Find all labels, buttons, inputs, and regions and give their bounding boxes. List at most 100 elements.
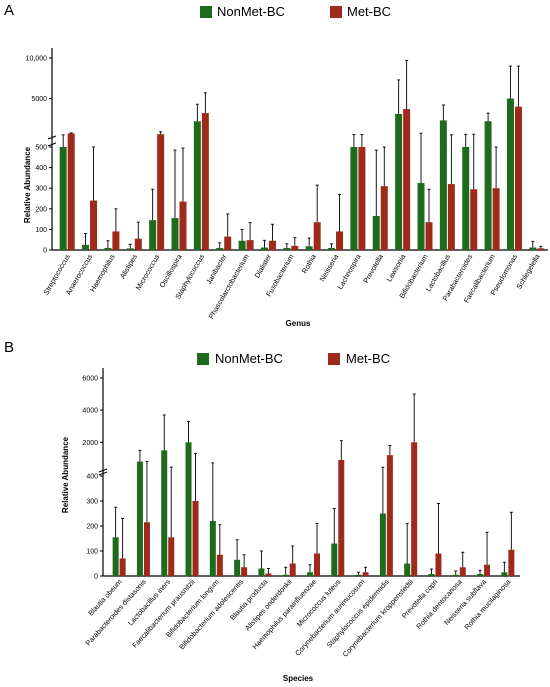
genus-axis-break-mark <box>47 135 57 140</box>
genus-bar-nonmet <box>193 121 201 250</box>
species-y-tick-label: 0 <box>94 574 98 581</box>
genus-bar-met <box>291 245 299 250</box>
genus-bar-nonmet <box>328 247 336 250</box>
species-bar-met <box>216 554 223 576</box>
panel-a-ylabel: Relative Abundance <box>23 146 32 223</box>
species-bar-nonmet <box>185 442 192 576</box>
genus-bar-nonmet <box>439 120 447 251</box>
species-bar-nonmet <box>331 543 338 576</box>
genus-bar-met <box>67 133 75 250</box>
species-bar-nonmet <box>428 574 435 576</box>
genus-bar-nonmet <box>484 121 492 250</box>
genus-y-tick-label: 200 <box>35 206 47 213</box>
species-bar-met <box>241 567 248 576</box>
species-bar-nonmet <box>136 461 143 576</box>
genus-bar-chart: 0100200300400500500010,000StreptococcusA… <box>26 48 548 320</box>
genus-bar-nonmet <box>149 220 157 250</box>
species-bar-nonmet <box>379 513 386 576</box>
genus-bar-nonmet <box>216 247 224 250</box>
panel-b-ylabel: Relative Abundance <box>61 436 70 513</box>
genus-bar-nonmet <box>395 113 403 250</box>
legend-b-nonmet-label: NonMet-BC <box>215 351 283 366</box>
species-bar-met <box>386 455 393 576</box>
species-bar-nonmet <box>307 572 313 576</box>
species-bar-nonmet <box>477 574 484 576</box>
genus-bar-met <box>492 188 500 250</box>
genus-bar-met <box>246 240 254 250</box>
species-bar-nonmet <box>112 537 119 576</box>
genus-y-tick-label: 10,000 <box>26 56 48 63</box>
genus-bar-nonmet <box>417 183 425 250</box>
species-y-tick-label: 100 <box>86 549 98 556</box>
genus-bar-nonmet <box>82 244 90 250</box>
legend-b-met-swatch <box>328 353 340 365</box>
species-y-tick-label: 6000 <box>82 376 98 383</box>
genus-bar-met <box>447 184 455 250</box>
genus-category-label: Phascolarctobacterium <box>206 252 250 320</box>
genus-bar-met <box>313 222 321 250</box>
genus-bar-nonmet <box>350 147 358 250</box>
species-bar-nonmet <box>161 450 168 576</box>
genus-bar-nonmet <box>529 247 537 250</box>
genus-bar-met <box>90 200 98 250</box>
genus-y-tick-label: 5000 <box>31 96 47 103</box>
genus-bar-nonmet <box>305 246 313 250</box>
genus-bar-met <box>537 248 545 250</box>
species-bar-nonmet <box>282 574 289 576</box>
genus-bar-met <box>157 134 165 250</box>
legend-a-nonmet-label: NonMet-BC <box>217 4 285 19</box>
species-bar-nonmet <box>234 559 241 576</box>
genus-bar-met <box>201 113 209 251</box>
species-bar-nonmet <box>258 568 265 576</box>
panel-b-xlabel: Species <box>283 674 314 683</box>
genus-bar-met <box>514 106 522 250</box>
genus-y-tick-label: 500 <box>35 145 47 152</box>
legend-a-met-swatch <box>330 6 342 18</box>
genus-y-tick-label: 100 <box>35 227 47 234</box>
genus-bar-nonmet <box>171 218 179 250</box>
genus-category-label: Janibacter <box>204 252 229 286</box>
species-category-label: Lactobacillus iners <box>126 577 173 627</box>
species-bar-met <box>459 567 466 576</box>
species-y-tick-label: 200 <box>86 524 98 531</box>
species-category-label: Rothia mucilaginosa <box>462 577 512 631</box>
genus-bar-nonmet <box>260 247 268 250</box>
species-bar-met <box>484 564 491 576</box>
panel-b-letter: B <box>4 339 14 356</box>
genus-bar-nonmet <box>372 216 380 250</box>
species-bar-nonmet <box>209 521 216 576</box>
species-bar-met <box>508 549 515 576</box>
genus-bar-met <box>134 238 142 250</box>
legend-a-met-label: Met-BC <box>347 4 391 19</box>
genus-bar-met <box>224 236 232 250</box>
genus-bar-nonmet <box>59 147 67 250</box>
species-y-tick-label: 300 <box>86 499 98 506</box>
genus-bar-nonmet <box>462 147 470 250</box>
genus-axis-break-mark <box>47 142 57 147</box>
species-category-label: Micrococcus luteus <box>295 577 343 629</box>
legend-b-nonmet-swatch <box>197 353 209 365</box>
genus-bar-met <box>268 240 276 250</box>
species-bar-met <box>362 572 369 576</box>
legend-a-nonmet-swatch <box>200 6 212 18</box>
genus-bar-nonmet <box>104 247 112 250</box>
genus-bar-nonmet <box>506 98 514 251</box>
genus-y-tick-label: 0 <box>43 248 47 255</box>
species-bar-nonmet <box>452 574 459 576</box>
genus-bar-nonmet <box>126 248 134 250</box>
species-bar-nonmet <box>355 574 362 576</box>
genus-bar-met <box>403 109 411 250</box>
legend-b-met-label: Met-BC <box>346 351 390 366</box>
species-y-tick-label: 4000 <box>82 408 98 415</box>
species-axis-break-mark <box>98 468 108 473</box>
species-bar-met <box>265 573 272 576</box>
genus-category-label: Lawsonia <box>384 253 407 284</box>
species-bar-nonmet <box>404 563 411 576</box>
species-category-label: Neisseria subflava <box>442 577 488 627</box>
species-bar-met <box>192 501 199 576</box>
species-bar-met <box>338 459 345 576</box>
species-bar-met <box>289 563 296 576</box>
genus-category-label: Dialister <box>252 252 273 280</box>
genus-bar-met <box>112 231 120 250</box>
